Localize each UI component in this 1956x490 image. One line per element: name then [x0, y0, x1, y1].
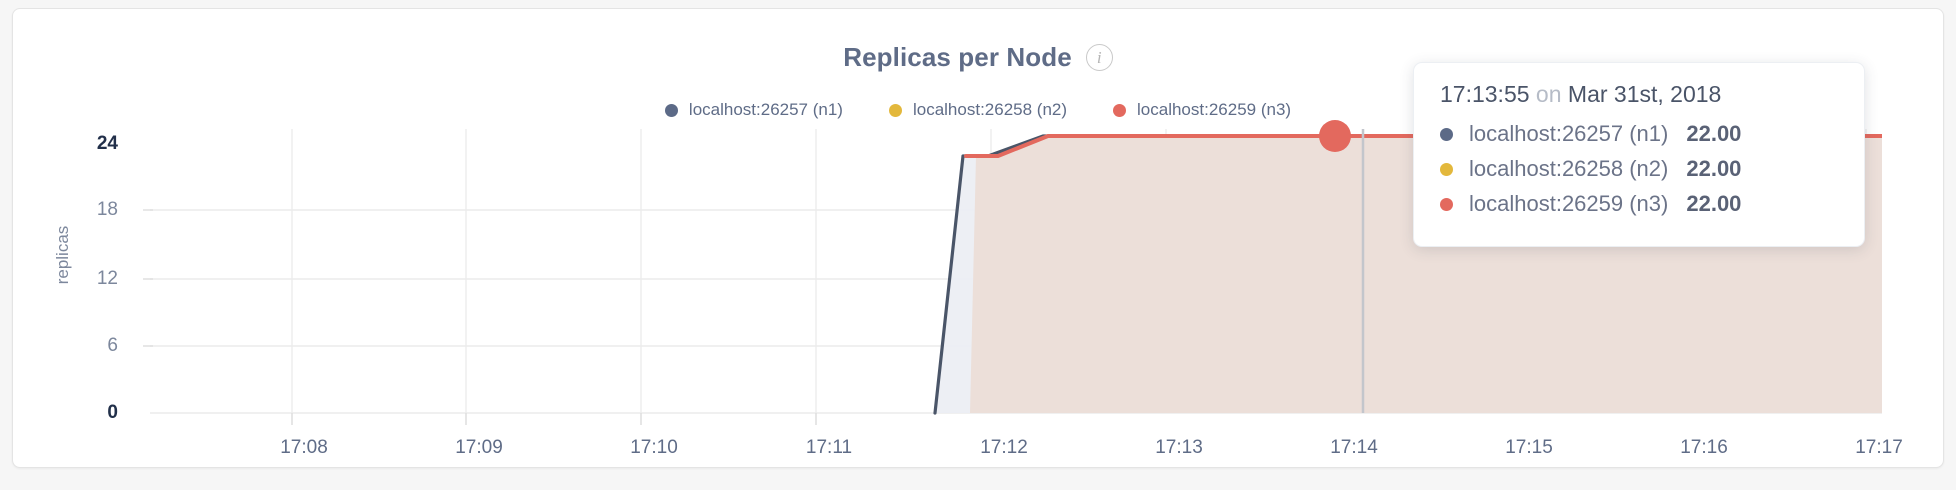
legend-item-n1[interactable]: localhost:26257 (n1) [664, 100, 843, 120]
tooltip-label-n1: localhost:26257 (n1) [1469, 121, 1669, 146]
tooltip-on-word: on [1535, 81, 1562, 107]
tooltip-dot-n2 [1440, 162, 1453, 176]
tooltip-value-n2: 22.00 [1686, 156, 1742, 181]
tooltip-value-n1: 22.00 [1686, 121, 1742, 146]
legend-label-n3: localhost:26259 (n3) [1137, 100, 1292, 119]
tooltip-value-n3: 22.00 [1686, 191, 1742, 216]
info-icon[interactable]: i [1085, 44, 1113, 71]
legend-item-n2[interactable]: localhost:26258 (n2) [888, 100, 1068, 120]
tooltip-header: 17:13:55 on Mar 31st, 2018 [1440, 81, 1838, 108]
replicas-per-node-card: Replicas per Node i [12, 8, 1944, 468]
legend-label-n1: localhost:26257 (n1) [688, 100, 843, 119]
x-tick-marks [291, 413, 817, 425]
legend-label-n2: localhost:26258 (n2) [912, 100, 1068, 119]
tooltip-dot-n3 [1440, 197, 1453, 211]
card-header: Replicas per Node i [13, 42, 1943, 73]
tooltip-row-n1: localhost:26257 (n1) 22.00 [1440, 121, 1838, 147]
legend-item-n3[interactable]: localhost:26259 (n3) [1113, 100, 1291, 120]
legend-dot-n1 [664, 103, 678, 117]
page-title: Replicas per Node [843, 42, 1072, 72]
tooltip-label-n2: localhost:26258 (n2) [1469, 156, 1669, 181]
legend-dot-n2 [888, 103, 902, 117]
chart-legend: localhost:26257 (n1) localhost:26258 (n2… [13, 100, 1943, 120]
tooltip-time: 17:13:55 [1440, 81, 1530, 107]
legend-dot-n3 [1113, 103, 1127, 117]
tooltip-dot-n1 [1440, 127, 1453, 141]
hover-marker [1319, 120, 1351, 152]
tooltip-row-n3: localhost:26259 (n3) 22.00 [1440, 191, 1838, 217]
tooltip-date: Mar 31st, 2018 [1567, 81, 1722, 107]
chart-tooltip: 17:13:55 on Mar 31st, 2018 localhost:262… [1413, 62, 1865, 247]
tooltip-row-n2: localhost:26258 (n2) 22.00 [1440, 156, 1838, 182]
y-tick-marks [143, 209, 153, 347]
tooltip-label-n3: localhost:26259 (n3) [1469, 191, 1669, 216]
